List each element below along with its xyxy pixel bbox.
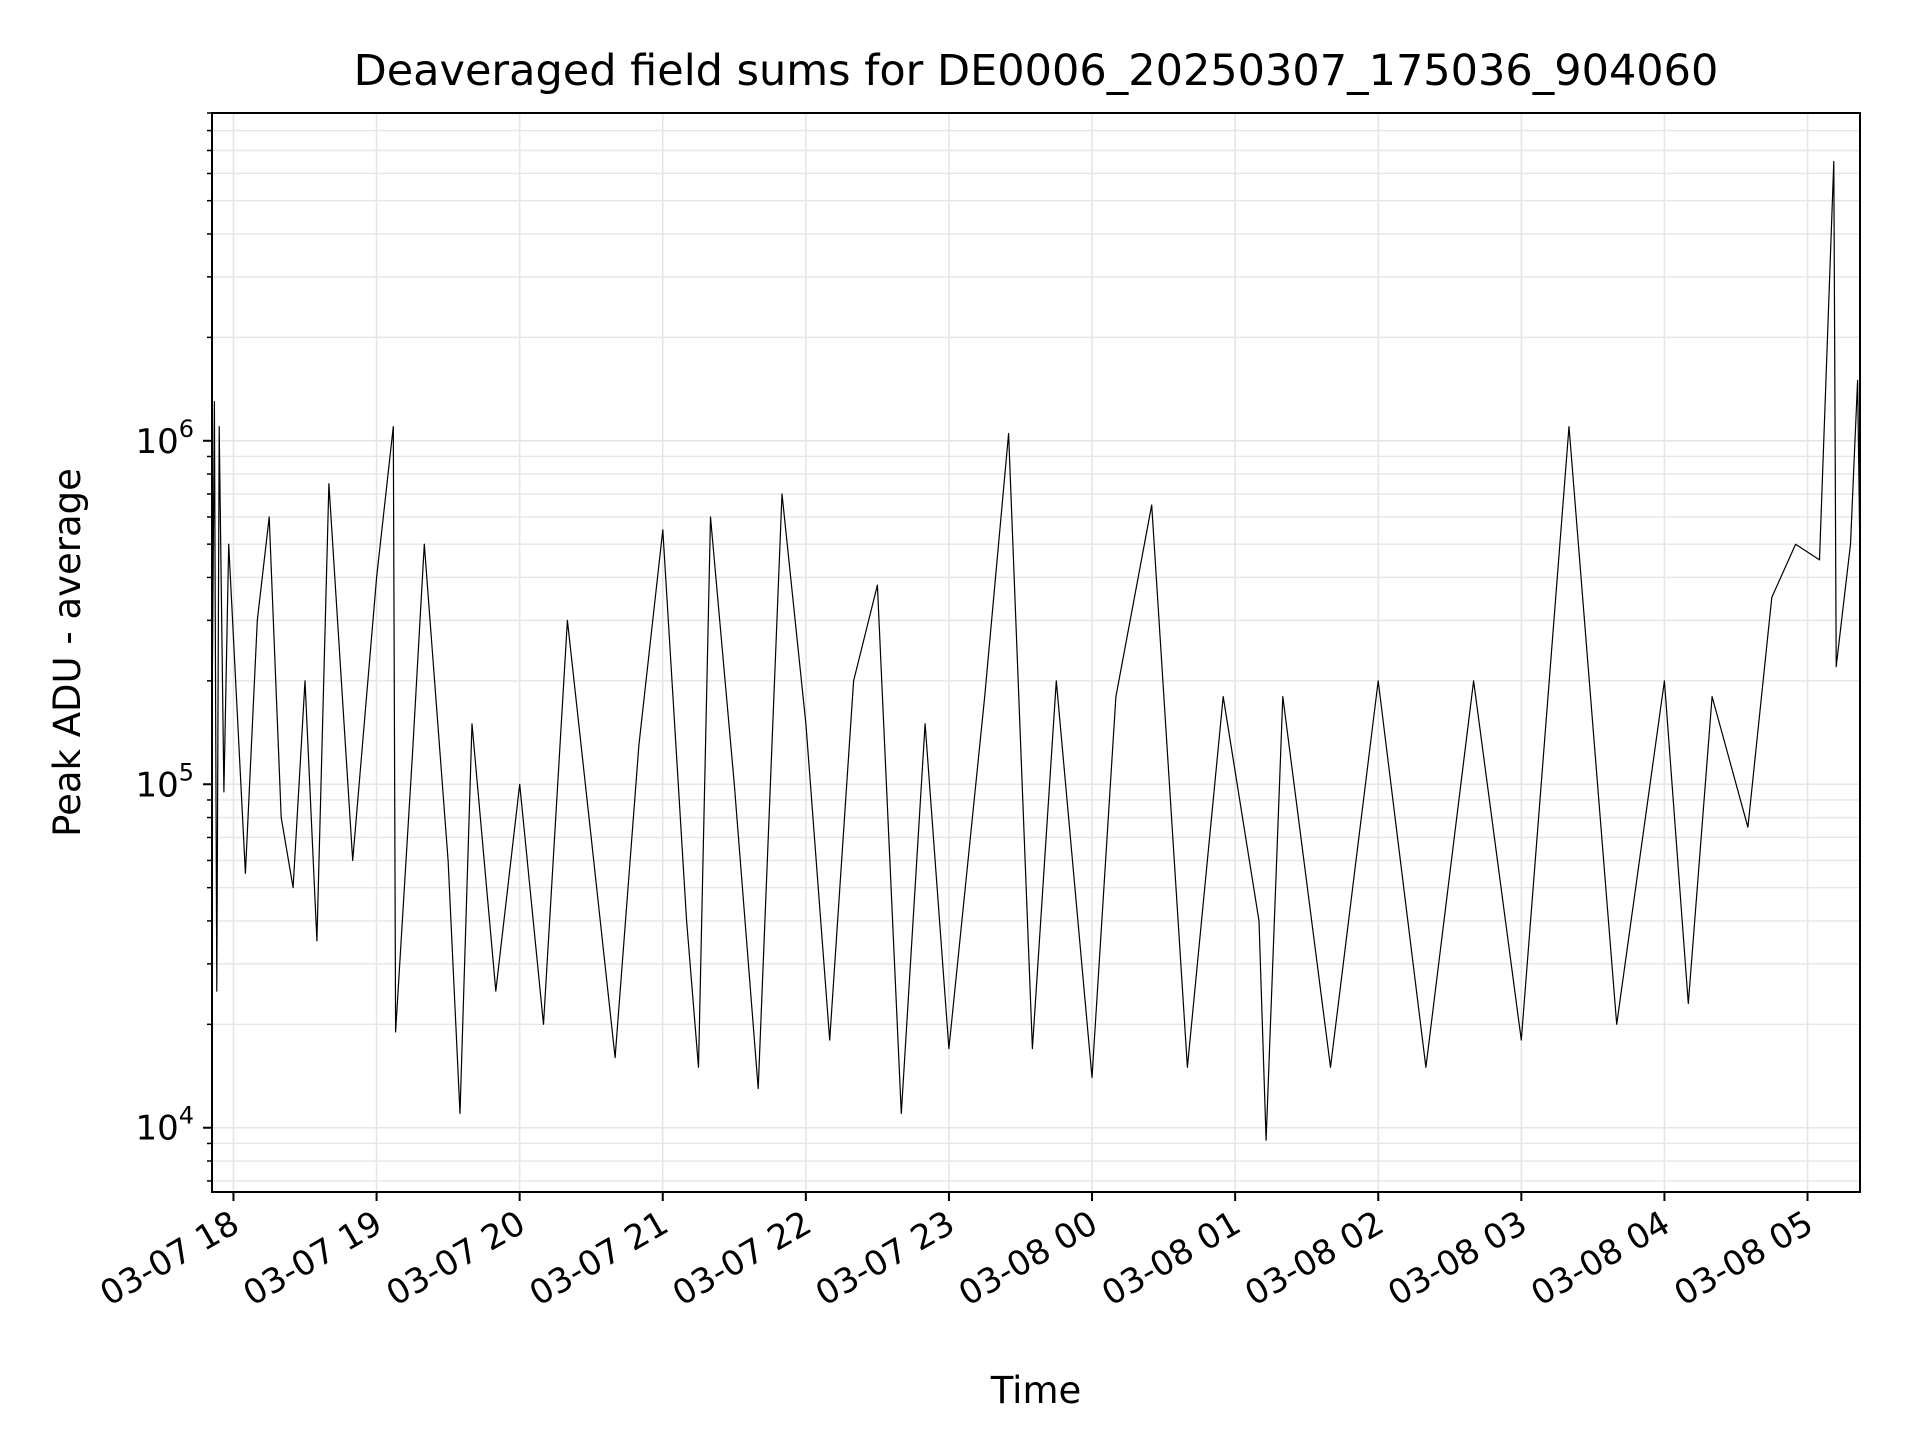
chart-title: Deaveraged field sums for DE0006_2025030… [354, 46, 1719, 96]
y-tick-base: 10 [135, 422, 178, 462]
y-tick-exponent: 5 [179, 758, 194, 786]
y-tick-exponent: 6 [179, 415, 194, 443]
grid [212, 112, 1860, 1192]
y-tick-label: 106 [135, 415, 194, 462]
y-tick-label: 105 [135, 758, 194, 805]
series-line-group [211, 160, 1861, 1141]
plot-area-frame [211, 112, 1861, 1193]
y-axis-label: Peak ADU - average [46, 468, 89, 837]
series-line [211, 160, 1861, 1141]
y-tick-exponent: 4 [179, 1102, 194, 1130]
x-axis-label: Time [990, 1369, 1082, 1412]
y-tick-label: 104 [135, 1102, 194, 1149]
y-tick-base: 10 [135, 1109, 178, 1149]
y-tick-base: 10 [135, 765, 178, 805]
